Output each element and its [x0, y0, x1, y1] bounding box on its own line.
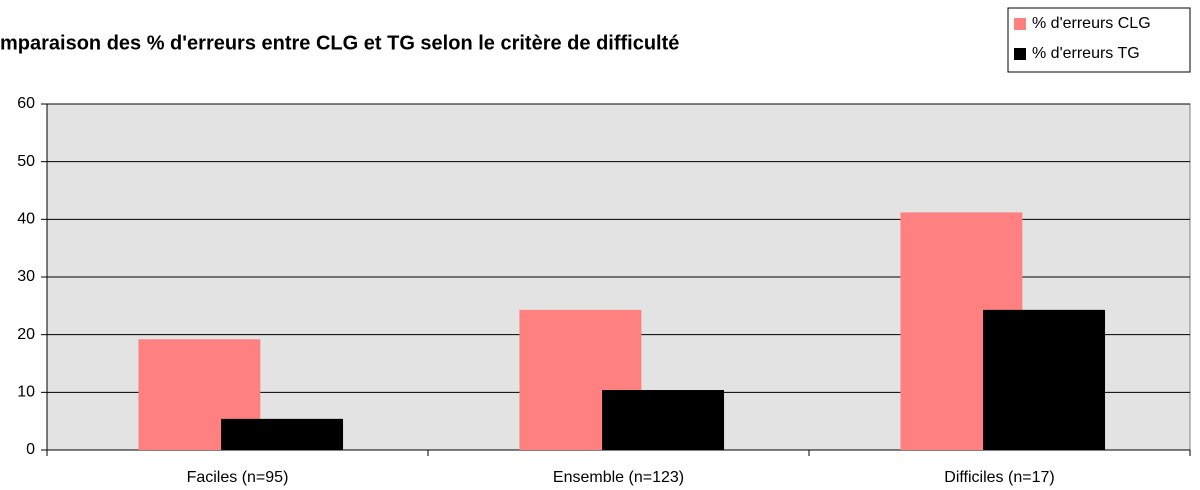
legend-swatch — [1014, 48, 1026, 60]
bar — [602, 390, 725, 450]
y-tick-label: 10 — [17, 384, 35, 401]
legend-swatch — [1014, 18, 1026, 30]
y-tick-label: 50 — [17, 153, 35, 170]
legend-box — [1007, 7, 1191, 73]
y-tick-label: 0 — [26, 441, 35, 458]
legend-label: % d'erreurs TG — [1032, 45, 1140, 62]
y-tick-label: 60 — [17, 95, 35, 112]
x-tick-label: Difficiles (n=17) — [944, 469, 1054, 486]
x-tick-label: Faciles (n=95) — [187, 469, 289, 486]
bar — [983, 309, 1106, 450]
y-tick-label: 30 — [17, 268, 35, 285]
bar — [221, 418, 344, 450]
x-tick-label: Ensemble (n=123) — [553, 469, 684, 486]
chart-title: mparaison des % d'erreurs entre CLG et T… — [0, 32, 679, 54]
legend-label: % d'erreurs CLG — [1032, 15, 1151, 32]
y-tick-label: 40 — [17, 211, 35, 228]
y-tick-label: 20 — [17, 326, 35, 343]
